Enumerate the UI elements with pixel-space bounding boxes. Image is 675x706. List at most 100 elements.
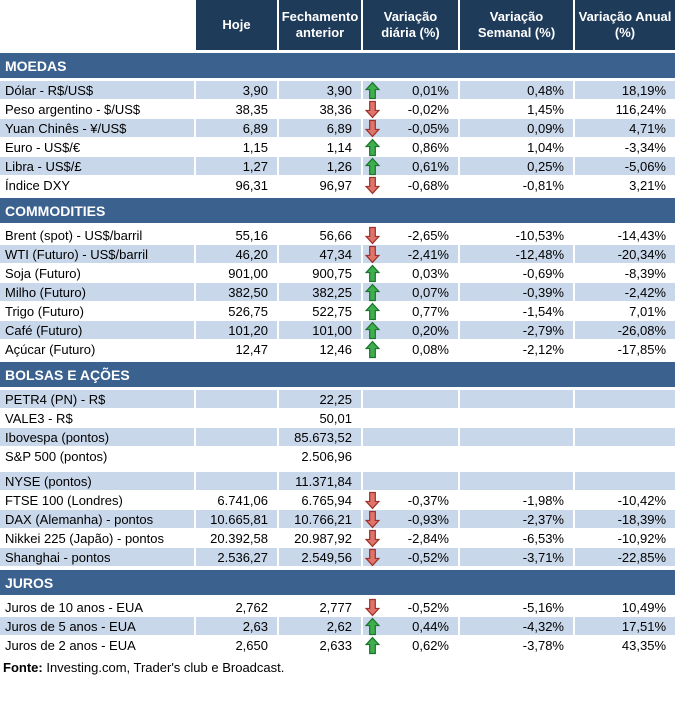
cell-variacao-semanal: -3,71% xyxy=(458,548,573,567)
cell-variacao-anual xyxy=(573,428,675,447)
cell-variacao-anual: 116,24% xyxy=(573,100,675,119)
cell-fechamento-anterior: 20.987,92 xyxy=(277,529,361,548)
table-row: Yuan Chinês - ¥/US$ 6,89 6,89 -0,05% 0,09% 4,… xyxy=(0,119,675,138)
cell-hoje: 526,75 xyxy=(194,302,277,321)
row-label: Açúcar (Futuro) xyxy=(5,342,96,357)
cell-variacao-anual: -14,43% xyxy=(573,226,675,245)
cell-hoje: 10.665,81 xyxy=(194,510,277,529)
row-label: Juros de 10 anos - EUA xyxy=(5,600,144,615)
cell-variacao-diaria xyxy=(361,390,458,409)
header-hoje: Hoje xyxy=(194,0,277,50)
cell-variacao-diaria: 0,08% xyxy=(361,340,458,359)
cell-variacao-anual: 7,01% xyxy=(573,302,675,321)
cell-fechamento-anterior: 1,26 xyxy=(277,157,361,176)
cell-variacao-diaria: 0,62% xyxy=(361,636,458,655)
row-gap xyxy=(0,466,675,472)
row-label: Ibovespa (pontos) xyxy=(5,430,110,445)
cell-variacao-anual: -5,06% xyxy=(573,157,675,176)
arrow-up-icon xyxy=(364,617,381,636)
cell-variacao-semanal: -4,32% xyxy=(458,617,573,636)
table-row: NYSE (pontos) 11.371,84 xyxy=(0,472,675,491)
row-label: S&P 500 (pontos) xyxy=(5,449,108,464)
variacao-diaria-value: 0,44% xyxy=(412,619,449,634)
variacao-diaria-value: -0,05% xyxy=(407,121,449,136)
cell-fechamento-anterior: 6.765,94 xyxy=(277,491,361,510)
row-label: Nikkei 225 (Japão) - pontos xyxy=(5,531,164,546)
cell-variacao-semanal: -0,39% xyxy=(458,283,573,302)
table-row: Café (Futuro) 101,20 101,00 0,20% -2,79% -26,… xyxy=(0,321,675,340)
cell-hoje xyxy=(194,409,277,428)
section-header-juros: JUROS xyxy=(0,570,675,595)
arrow-up-icon xyxy=(364,81,381,100)
cell-hoje: 1,15 xyxy=(194,138,277,157)
table-row: Juros de 5 anos - EUA 2,63 2,62 0,44% -4,32%… xyxy=(0,617,675,636)
cell-variacao-semanal: 0,09% xyxy=(458,119,573,138)
row-label: PETR4 (PN) - R$ xyxy=(5,392,106,407)
cell-variacao-anual xyxy=(573,472,675,491)
variacao-diaria-value: -2,84% xyxy=(407,531,449,546)
row-label: Índice DXY xyxy=(5,178,71,193)
table-row: Shanghai - pontos 2.536,27 2.549,56 -0,52% -… xyxy=(0,548,675,567)
row-label: Yuan Chinês - ¥/US$ xyxy=(5,121,127,136)
arrow-up-icon xyxy=(364,138,381,157)
cell-fechamento-anterior: 96,97 xyxy=(277,176,361,195)
arrow-down-icon xyxy=(364,548,381,567)
cell-variacao-semanal: -2,12% xyxy=(458,340,573,359)
cell-hoje: 901,00 xyxy=(194,264,277,283)
header-empty-cell xyxy=(0,0,194,50)
cell-fechamento-anterior: 2.506,96 xyxy=(277,447,361,466)
cell-variacao-semanal: -0,81% xyxy=(458,176,573,195)
cell-variacao-diaria xyxy=(361,447,458,466)
cell-hoje: 1,27 xyxy=(194,157,277,176)
row-label: FTSE 100 (Londres) xyxy=(5,493,123,508)
source-note: Fonte: Investing.com, Trader's club e Br… xyxy=(0,655,675,675)
cell-variacao-anual: -10,42% xyxy=(573,491,675,510)
cell-variacao-diaria: -0,37% xyxy=(361,491,458,510)
cell-fechamento-anterior: 1,14 xyxy=(277,138,361,157)
cell-fechamento-anterior: 47,34 xyxy=(277,245,361,264)
cell-variacao-semanal: -2,37% xyxy=(458,510,573,529)
cell-variacao-semanal: -5,16% xyxy=(458,598,573,617)
cell-variacao-diaria: -2,65% xyxy=(361,226,458,245)
cell-variacao-diaria: -2,84% xyxy=(361,529,458,548)
cell-fechamento-anterior: 11.371,84 xyxy=(277,472,361,491)
cell-variacao-diaria: 0,77% xyxy=(361,302,458,321)
cell-fechamento-anterior: 50,01 xyxy=(277,409,361,428)
variacao-diaria-value: 0,77% xyxy=(412,304,449,319)
cell-variacao-semanal: 0,48% xyxy=(458,81,573,100)
cell-variacao-anual: 43,35% xyxy=(573,636,675,655)
cell-variacao-semanal: 1,04% xyxy=(458,138,573,157)
table-row: VALE3 - R$ 50,01 xyxy=(0,409,675,428)
table-row: Açúcar (Futuro) 12,47 12,46 0,08% -2,12% -17,… xyxy=(0,340,675,359)
cell-hoje: 96,31 xyxy=(194,176,277,195)
section-header-bolsas-e-acoes: BOLSAS E AÇÕES xyxy=(0,362,675,387)
cell-variacao-diaria xyxy=(361,409,458,428)
cell-variacao-diaria: -0,02% xyxy=(361,100,458,119)
row-label: WTI (Futuro) - US$/barril xyxy=(5,247,149,262)
table-row: Dólar - R$/US$ 3,90 3,90 0,01% 0,48% 18,19% xyxy=(0,81,675,100)
variacao-diaria-value: 0,08% xyxy=(412,342,449,357)
cell-fechamento-anterior: 56,66 xyxy=(277,226,361,245)
cell-hoje: 6,89 xyxy=(194,119,277,138)
cell-hoje xyxy=(194,447,277,466)
arrow-down-icon xyxy=(364,529,381,548)
variacao-diaria-value: 0,62% xyxy=(412,638,449,653)
section-header-moedas: MOEDAS xyxy=(0,53,675,78)
row-label: NYSE (pontos) xyxy=(5,474,92,489)
cell-variacao-anual xyxy=(573,447,675,466)
cell-variacao-diaria xyxy=(361,472,458,491)
cell-variacao-anual xyxy=(573,409,675,428)
arrow-down-icon xyxy=(364,176,381,195)
cell-fechamento-anterior: 101,00 xyxy=(277,321,361,340)
cell-variacao-anual: -3,34% xyxy=(573,138,675,157)
cell-hoje xyxy=(194,472,277,491)
arrow-down-icon xyxy=(364,491,381,510)
cell-variacao-semanal: -2,79% xyxy=(458,321,573,340)
cell-variacao-anual: 10,49% xyxy=(573,598,675,617)
cell-fechamento-anterior: 12,46 xyxy=(277,340,361,359)
cell-variacao-semanal: -12,48% xyxy=(458,245,573,264)
row-label: VALE3 - R$ xyxy=(5,411,73,426)
cell-variacao-diaria: -0,52% xyxy=(361,598,458,617)
variacao-diaria-value: 0,86% xyxy=(412,140,449,155)
cell-variacao-diaria: -0,52% xyxy=(361,548,458,567)
